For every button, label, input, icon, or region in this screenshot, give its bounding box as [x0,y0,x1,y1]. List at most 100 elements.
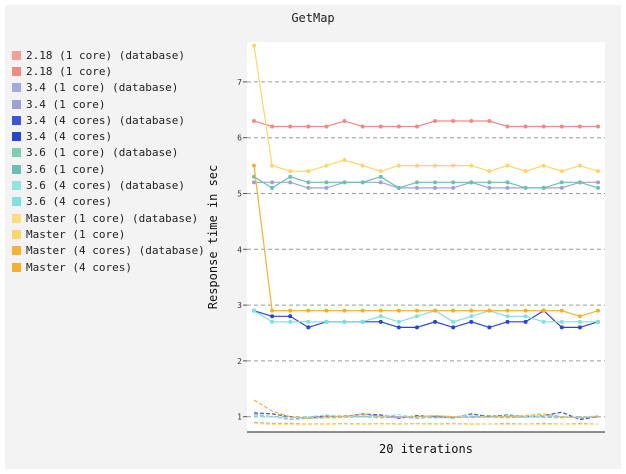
data-point [577,319,582,324]
series-line-5 [253,309,599,329]
legend-label: 3.6 (4 cores) [26,195,113,209]
data-point [306,169,311,174]
data-point [577,314,582,319]
series-line-11 [253,45,599,172]
data-point [577,325,582,330]
data-point [505,308,510,313]
data-point [433,180,438,185]
legend-swatch [12,148,21,158]
data-point [451,163,456,168]
y-tick-label: 4 [237,245,242,254]
data-point [451,325,456,330]
legend-swatch [12,115,21,125]
data-point [505,180,510,185]
data-point [306,185,311,190]
data-point [360,163,365,168]
legend-swatch [12,229,21,239]
y-tick-label: 5 [237,190,242,199]
data-point [306,124,311,129]
legend-item: 3.6 (1 core) [12,161,205,177]
data-point [324,180,329,185]
data-point [596,169,600,174]
data-point [596,319,600,324]
data-point [559,185,564,190]
data-point [505,319,510,324]
data-point [270,308,275,313]
data-point [396,325,401,330]
data-point [451,185,456,190]
data-point [414,163,419,168]
legend-swatch [12,197,21,207]
legend-label: 3.6 (1 core) (database) [26,146,179,160]
data-point [414,124,419,129]
data-point [378,174,383,179]
data-point [487,169,492,174]
data-point [433,319,438,324]
data-point [451,118,456,123]
data-point [414,185,419,190]
data-point [523,185,528,190]
legend-swatch [12,99,21,109]
data-point [541,124,546,129]
data-point [469,163,474,168]
series-line-8 [253,413,599,419]
data-point [414,314,419,319]
legend-item: 2.18 (1 core) (database) [12,47,205,63]
data-point [469,118,474,123]
data-point [541,163,546,168]
legend-swatch [12,262,21,272]
y-tick-label: 2 [237,357,242,366]
series-line-13 [253,165,599,317]
legend-item: Master (1 core) (database) [12,210,205,226]
data-point [433,308,438,313]
data-point [306,180,311,185]
legend-label: 3.6 (1 core) [26,162,106,176]
chart-legend: 2.18 (1 core) (database) 2.18 (1 core) 3.4… [12,47,205,275]
data-point [252,43,256,48]
data-point [559,169,564,174]
data-point [559,124,564,129]
data-point [469,308,474,313]
legend-label: 2.18 (1 core) (database) [26,48,185,62]
data-point [270,314,275,319]
legend-swatch [12,164,21,174]
data-point [414,180,419,185]
data-point [523,308,528,313]
legend-label: 3.4 (1 core) (database) [26,81,179,95]
data-point [342,308,347,313]
data-point [306,319,311,324]
data-point [559,308,564,313]
legend-item: 2.18 (1 core) [12,63,205,79]
legend-swatch [12,132,21,142]
data-point [324,124,329,129]
data-point [559,180,564,185]
legend-label: Master (1 core) (database) [26,211,199,225]
data-point [596,180,600,185]
data-point [541,185,546,190]
chart-title: GetMap [291,11,335,25]
legend-item: 3.6 (4 cores) (database) [12,177,205,193]
data-point [541,308,546,313]
data-point [469,319,474,324]
data-point [324,308,329,313]
data-point [288,124,293,129]
data-point [360,308,365,313]
data-point [487,325,492,330]
data-point [451,319,456,324]
legend-label: 3.6 (4 cores) (database) [26,179,185,193]
data-point [342,118,347,123]
legend-item: 3.6 (1 core) (database) [12,145,205,161]
legend-label: 2.18 (1 core) [26,64,113,78]
legend-item: 3.4 (4 cores) [12,128,205,144]
series-line-10 [253,422,599,426]
legend-item: 3.4 (1 core) (database) [12,80,205,96]
data-point [378,124,383,129]
y-tick-label: 3 [237,301,242,310]
plot-background [247,42,605,432]
data-point [378,319,383,324]
legend-label: 3.4 (4 cores) [26,130,113,144]
series-line-1 [253,120,598,128]
series-line-12 [253,399,599,420]
data-point [414,325,419,330]
